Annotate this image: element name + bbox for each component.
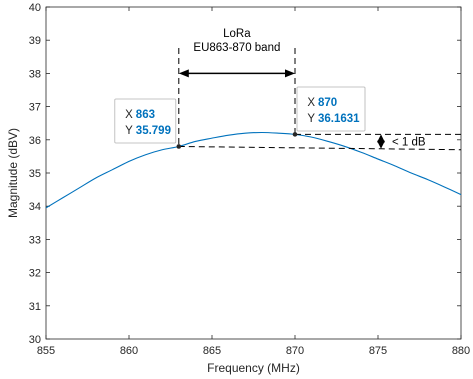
y-tick-label-7: 37 [29, 102, 41, 114]
y-tick-label-2: 32 [29, 268, 41, 280]
tick-labels-layer: 855 860 865 870 875 880 30 31 32 33 34 35 36 37 38 39 40 [29, 2, 470, 357]
datatip-2-box [296, 86, 366, 132]
y-tick-label-3: 33 [29, 234, 41, 246]
datatip-2-x-value: 870 [318, 97, 337, 109]
band-label-line1: LoRa [223, 28, 251, 40]
datatip-1-x-value: 863 [136, 109, 155, 121]
datatip-1-marker [176, 144, 182, 149]
band-arrow-left-head [178, 69, 189, 78]
band-annotation: LoRa EU863-870 band [178, 28, 296, 147]
y-tick-label-9: 39 [29, 35, 41, 47]
datatip-2-x-label: X [307, 97, 315, 109]
x-tick-label-4: 875 [369, 345, 387, 357]
y-tick-label-0: 30 [29, 334, 41, 346]
x-axis-label: Frequency (MHz) [207, 361, 300, 375]
y-tick-label-10: 40 [29, 2, 41, 14]
band-label-line2: EU863-870 band [193, 42, 280, 54]
series-line [45, 131, 462, 209]
y-tick-label-5: 35 [29, 168, 41, 180]
y-tick-label-8: 38 [29, 68, 41, 80]
datatip-2-y-label: Y [307, 113, 315, 125]
datatip-2-marker [292, 132, 298, 137]
x-tick-label-5: 880 [452, 345, 470, 357]
y-axis-label: Magnitude (dBV) [6, 128, 20, 218]
delta-arrow-bottom-head [377, 140, 385, 149]
x-tick-label-2: 865 [203, 345, 221, 357]
plot-area [45, 6, 462, 340]
datatip-1-y-label: Y [125, 125, 133, 137]
x-tick-label-0: 855 [37, 345, 55, 357]
ticks-layer [45, 6, 462, 340]
delta-annotation: < 1 dB [178, 133, 462, 151]
datatip-1-y-value: 35.799 [136, 125, 171, 137]
band-arrow-right-head [285, 69, 295, 78]
delta-arrow-top-head [377, 134, 385, 143]
x-tick-label-1: 860 [120, 345, 138, 357]
y-tick-label-6: 36 [29, 135, 41, 147]
delta-label: < 1 dB [392, 137, 426, 149]
datatip-2-y-value: 36.1631 [318, 113, 360, 125]
reference-dashed-line [178, 145, 462, 151]
x-tick-label-3: 870 [286, 345, 304, 357]
y-tick-label-4: 34 [29, 201, 41, 213]
datatip-2[interactable]: X 870 Y 36.1631 [292, 86, 366, 137]
datatip-1-box [114, 98, 177, 144]
y-tick-label-1: 31 [29, 301, 41, 313]
datatip-1-x-label: X [125, 109, 133, 121]
datatip-1[interactable]: X 863 Y 35.799 [114, 98, 182, 149]
